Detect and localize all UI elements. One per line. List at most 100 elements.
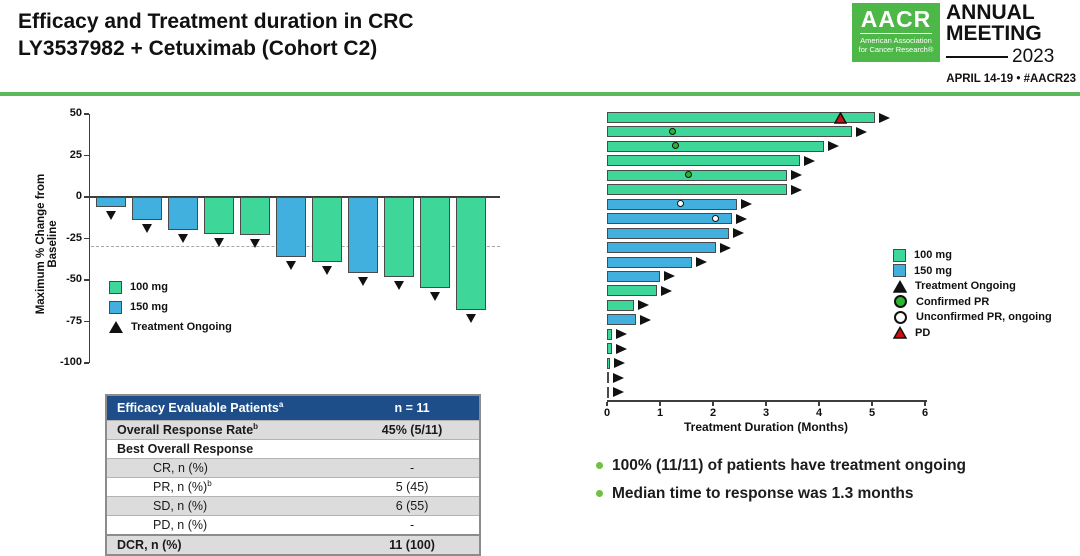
y-tick-label: -50 [66, 273, 82, 285]
key-findings-bullets: 100% (11/11) of patients have treatment … [596, 456, 1066, 512]
swimmer-x-axis-label: Treatment Duration (Months) [684, 420, 848, 434]
meeting-dates: APRIL 14-19 • #AACR23 [946, 73, 1076, 85]
ongoing-arrow [719, 242, 731, 253]
table-row-label: PR, n (%)b [153, 479, 212, 495]
y-tick-label: 0 [75, 190, 82, 202]
legend-label: Unconfirmed PR, ongoing [916, 311, 1052, 323]
waterfall-bar [348, 197, 378, 274]
ongoing-arrow [664, 271, 675, 282]
legend-item: 150 mg [109, 300, 168, 314]
legend-swatch-150-mg [109, 300, 122, 314]
y-tick-mark [84, 320, 89, 323]
swimmer-chart: 0 1 2 3 4 5 6 Treatment Duration (Months) 100 mg… [560, 100, 1080, 440]
ongoing-arrow [613, 387, 624, 398]
table-row-label: CR, n (%) [153, 461, 208, 475]
ongoing-arrow [637, 300, 649, 311]
y-tick-label: -100 [59, 356, 82, 368]
table-row-value: - [409, 518, 415, 532]
x-tick-mark [924, 401, 926, 406]
x-tick-label: 1 [656, 407, 664, 419]
swimmer-bar [607, 256, 692, 268]
meeting-year: 2023 [946, 46, 1076, 68]
table-row: PR, n (%)b 5 (45) [107, 477, 479, 496]
waterfall-bar [384, 197, 414, 277]
swimmer-bar [607, 213, 732, 225]
treatment-ongoing-marker [465, 313, 476, 323]
y-tick-mark [84, 113, 89, 115]
ongoing-arrow [740, 199, 752, 210]
year-dash [946, 56, 1008, 58]
header-divider-rule [0, 92, 1080, 96]
bullet-text: Median time to response was 1.3 months [612, 485, 914, 502]
x-tick-label: 5 [868, 407, 876, 419]
swimmer-bar [607, 270, 660, 282]
ongoing-arrow [613, 358, 625, 369]
table-row-label: DCR, n (%) [117, 538, 182, 552]
swimmer-bar [607, 155, 801, 167]
y-tick-mark [84, 237, 89, 240]
x-tick-mark [871, 401, 873, 406]
bullet-item: Median time to response was 1.3 months [596, 484, 1066, 503]
table-row: SD, n (%) 6 (55) [107, 496, 479, 515]
legend-label: Treatment Ongoing [131, 321, 232, 333]
annual-meeting-text: ANNUAL MEETING [946, 1, 1042, 45]
legend-triangle-treatment-ongoing [892, 279, 908, 293]
legend-label: 100 mg [130, 281, 168, 293]
treatment-ongoing-marker [141, 224, 152, 234]
table-row-label: Best Overall Response [117, 442, 254, 456]
swimmer-bar [607, 227, 729, 239]
treatment-ongoing-marker [393, 280, 404, 290]
swimmer-bar [607, 386, 609, 398]
table-row-value: 11 (100) [389, 538, 435, 552]
y-tick-mark [84, 279, 89, 281]
table-row-label: SD, n (%) [153, 499, 208, 513]
treatment-ongoing-marker [177, 234, 188, 244]
treatment-ongoing-marker [105, 210, 116, 220]
ongoing-arrow [616, 329, 628, 340]
waterfall-bar [168, 197, 198, 231]
legend-item: PD [892, 325, 930, 340]
y-tick-mark [84, 154, 89, 157]
legend-item: 100 mg [893, 248, 952, 262]
treatment-ongoing-marker [357, 277, 368, 287]
swimmer-bar [607, 126, 852, 138]
table-row-value: - [409, 461, 415, 475]
treatment-ongoing-marker [285, 260, 296, 270]
y-tick-mark [84, 196, 89, 198]
pd-marker [833, 111, 848, 129]
swimmer-bar [607, 140, 825, 152]
table-row-value: 45% (5/11) [381, 423, 443, 437]
x-tick-mark [765, 401, 767, 406]
waterfall-bar [132, 197, 162, 221]
waterfall-bar [456, 197, 486, 310]
legend-item: Confirmed PR [893, 295, 989, 309]
x-tick-label: 6 [921, 407, 929, 419]
x-tick-label: 0 [603, 407, 611, 419]
table-row-value: 6 (55) [395, 499, 429, 513]
confirmed-pr-marker [669, 127, 677, 135]
ongoing-arrow [791, 184, 803, 195]
y-tick-label: -25 [66, 231, 82, 244]
swimmer-bar [607, 242, 716, 254]
waterfall-bar [312, 197, 342, 262]
ongoing-arrow [640, 314, 652, 325]
swimmer-x-axis [607, 400, 927, 402]
legend-triangle-pd [892, 325, 908, 339]
table-row: Best Overall Response [107, 439, 479, 458]
table-row: DCR, n (%) 11 (100) [107, 534, 479, 554]
x-tick-mark [659, 401, 661, 406]
table-header-row: Efficacy Evaluable Patientsa n = 11 [107, 396, 479, 420]
treatment-ongoing-marker [213, 237, 224, 247]
table-row: Overall Response Rateb 45% (5/11) [107, 420, 479, 439]
legend-swatch-100-mg [893, 248, 906, 262]
swimmer-bar [607, 343, 613, 355]
swimmer-bar [607, 285, 658, 297]
legend-label: 150 mg [130, 301, 168, 313]
confirmed-pr-marker [671, 142, 679, 150]
page-title-line1: Efficacy and Treatment duration in CRC [18, 10, 414, 33]
x-tick-label: 2 [709, 407, 717, 419]
swimmer-bar [607, 184, 788, 196]
swimmer-bar [607, 372, 609, 384]
treatment-ongoing-marker [249, 239, 260, 249]
